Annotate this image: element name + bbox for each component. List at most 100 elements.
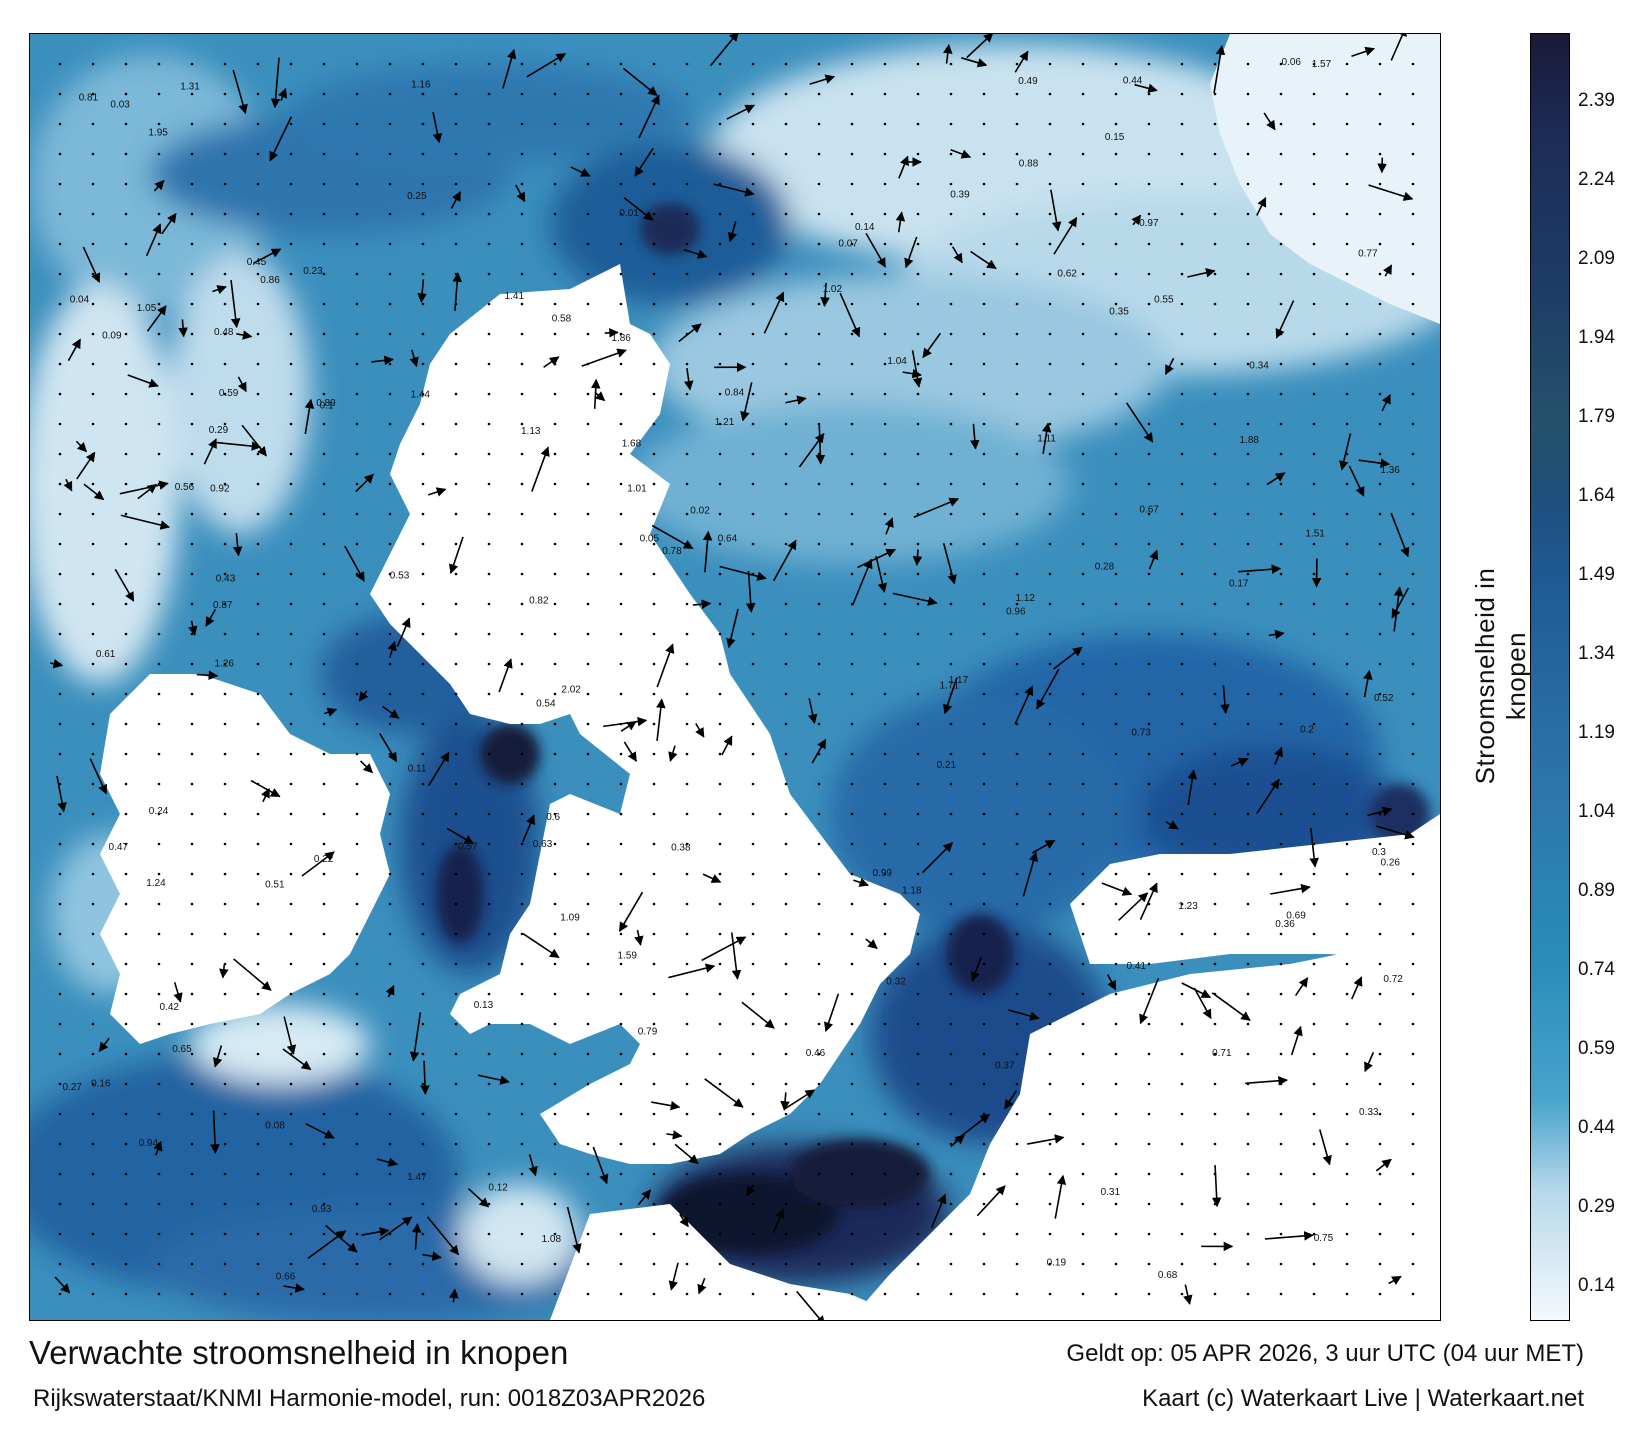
grid-dot [883,932,887,936]
speed-label: 0.21 [937,760,957,771]
grid-dot [1081,662,1085,666]
grid-dot [1081,722,1085,726]
speed-label: 0.77 [1358,248,1378,259]
grid-dot [916,422,920,426]
grid-dot [1213,92,1217,96]
grid-dot [1180,1202,1184,1206]
grid-dot [223,482,227,486]
grid-dot [685,1052,689,1056]
grid-dot [421,1292,425,1296]
grid-dot [817,272,821,276]
grid-dot [784,92,788,96]
grid-dot [850,122,854,126]
grid-dot [487,212,491,216]
grid-dot [322,962,326,966]
grid-dot [751,722,755,726]
grid-dot [1246,152,1250,156]
grid-dot [751,1232,755,1236]
grid-dot [1180,332,1184,336]
grid-dot [850,632,854,636]
current-arrow [452,272,463,311]
grid-dot [91,1082,95,1086]
speed-label: 0.35 [1109,307,1129,318]
grid-dot [1180,1112,1184,1116]
grid-dot [685,92,689,96]
speed-label: 0.28 [1095,562,1115,573]
grid-dot [388,302,392,306]
grid-dot [322,302,326,306]
grid-dot [322,722,326,726]
current-arrow [1231,757,1249,767]
current-arrow [304,398,315,435]
grid-dot [751,422,755,426]
grid-dot [784,992,788,996]
current-arrow [67,338,81,362]
grid-dot [91,722,95,726]
grid-dot [1213,1112,1217,1116]
speed-label: 1.13 [521,426,541,437]
grid-dot [1114,332,1118,336]
grid-dot [58,362,62,366]
grid-dot [58,1262,62,1266]
grid-dot [784,1172,788,1176]
grid-dot [91,542,95,546]
grid-dot [949,872,953,876]
grid-dot [223,182,227,186]
grid-dot [1081,122,1085,126]
grid-dot [1213,662,1217,666]
grid-dot [256,362,260,366]
grid-dot [553,662,557,666]
grid-dot [1411,842,1415,846]
grid-dot [1213,812,1217,816]
current-arrow [898,155,909,179]
grid-dot [685,902,689,906]
grid-dot [586,932,590,936]
grid-dot [1246,392,1250,396]
grid-dot [718,302,722,306]
current-arrow [75,440,88,453]
grid-dot [256,1202,260,1206]
grid-dot [1279,302,1283,306]
speed-label: 0.32 [886,976,906,987]
grid-dot [883,1202,887,1206]
grid-dot [1048,1202,1052,1206]
grid-dot [817,542,821,546]
grid-dot [1378,1052,1382,1056]
grid-dot [322,122,326,126]
grid-dot [454,392,458,396]
grid-dot [454,872,458,876]
grid-dot [289,152,293,156]
grid-dot [520,122,524,126]
grid-dot [685,1202,689,1206]
grid-dot [718,62,722,66]
grid-dot [91,332,95,336]
grid-dot [124,752,128,756]
grid-dot [817,302,821,306]
grid-dot [850,1232,854,1236]
current-speed-map[interactable]: 0.44 0.28 0.73 0.34 0.38 0.31 0.65 0.63 0.62 0.49… [29,33,1441,1321]
grid-dot [1345,272,1349,276]
grid-dot [1345,62,1349,66]
grid-dot [1147,302,1151,306]
grid-dot [1015,452,1019,456]
grid-dot [817,782,821,786]
grid-dot [1279,992,1283,996]
current-arrow [203,438,217,465]
grid-dot [916,1262,920,1266]
grid-dot [1081,182,1085,186]
grid-dot [619,362,623,366]
grid-dot [1048,212,1052,216]
grid-dot [652,632,656,636]
grid-dot [421,782,425,786]
grid-dot [520,1022,524,1026]
current-arrow [449,1288,459,1303]
grid-dot [949,1112,953,1116]
grid-dot [949,1022,953,1026]
grid-dot [784,512,788,516]
grid-dot [1279,932,1283,936]
current-arrow [604,328,619,338]
grid-dot [1312,1292,1316,1296]
grid-dot [124,992,128,996]
grid-dot [223,542,227,546]
grid-dot [421,1112,425,1116]
